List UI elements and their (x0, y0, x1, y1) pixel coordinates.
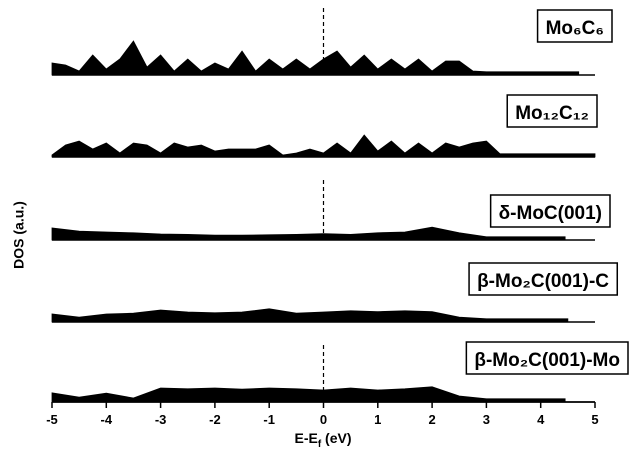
series-label: β-Mo₂C(001)-Mo (474, 350, 620, 371)
x-tick-label: 0 (320, 412, 327, 427)
dos-area (51, 134, 596, 158)
x-axis-title-part: (eV) (321, 430, 351, 446)
series-label: β-Mo₂C(001)-C (477, 271, 609, 292)
x-axis-title-part: E-E (294, 430, 317, 446)
x-tick-label: -4 (101, 412, 113, 427)
x-tick-label: -5 (46, 412, 58, 427)
x-tick-label: 5 (591, 412, 598, 427)
dos-area (51, 386, 566, 403)
x-axis-title-sub: f (318, 439, 322, 450)
dos-area (51, 226, 566, 241)
dos-area (51, 40, 580, 76)
label-box (468, 262, 619, 296)
series-label: δ-MoC(001) (499, 203, 602, 224)
series-label: Mo₁₂C₁₂ (515, 103, 589, 124)
label-box (489, 194, 611, 228)
x-tick-label: -1 (263, 412, 275, 427)
x-tick-label: 2 (428, 412, 435, 427)
x-tick-label: 3 (483, 412, 490, 427)
x-tick-label: -2 (209, 412, 221, 427)
dos-area (51, 308, 569, 323)
x-axis-title: E-Ef (eV) (294, 430, 351, 450)
y-axis-title: DOS (a.u.) (11, 201, 27, 269)
series-label: Mo₆C₆ (546, 18, 604, 39)
x-tick-label: 4 (537, 412, 545, 427)
label-box (536, 9, 613, 43)
x-tick-label: 1 (374, 412, 381, 427)
x-tick-label: -3 (155, 412, 167, 427)
label-box (506, 94, 598, 128)
label-box (465, 341, 629, 375)
